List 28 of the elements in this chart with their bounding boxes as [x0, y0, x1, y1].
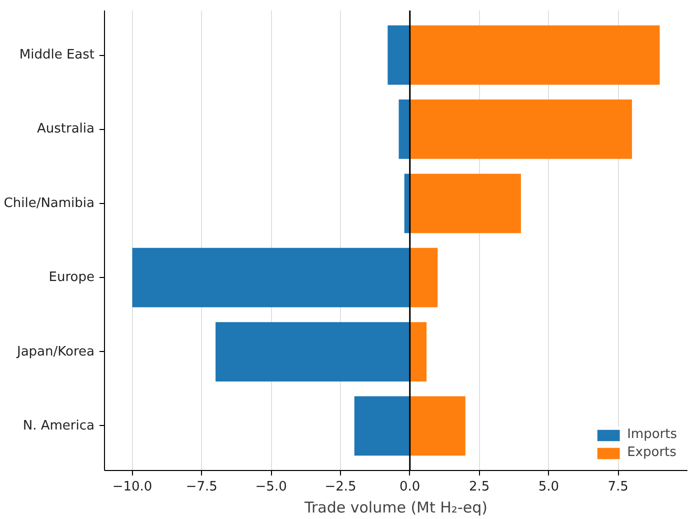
- bar: [410, 248, 438, 308]
- bar: [354, 396, 410, 456]
- x-tick-label: −5.0: [255, 480, 287, 494]
- x-tick-label: −10.0: [112, 480, 152, 494]
- y-tick-label: Japan/Korea: [16, 344, 95, 360]
- bar: [410, 25, 660, 85]
- x-tick-label: 5.0: [538, 480, 560, 494]
- y-tick-label: Europe: [48, 270, 95, 286]
- legend-label: Imports: [627, 427, 677, 442]
- bar: [398, 100, 410, 159]
- legend-label: Exports: [627, 445, 676, 460]
- y-tick-label: Chile/Namibia: [4, 196, 95, 211]
- bar: [216, 322, 410, 382]
- bar: [388, 25, 410, 85]
- x-tick-label: 7.5: [608, 480, 628, 494]
- x-tick-label: 2.5: [468, 480, 490, 494]
- y-tick-label: Australia: [36, 122, 95, 137]
- x-axis-title: Trade volume (Mt H₂-eq): [304, 498, 488, 516]
- y-tick-label: Middle East: [19, 48, 94, 63]
- x-tick-label: 0.0: [400, 480, 420, 494]
- bar: [410, 322, 427, 382]
- x-tick-label: −2.5: [324, 480, 356, 494]
- bar: [410, 396, 466, 456]
- bar: [132, 248, 410, 308]
- x-tick-label: −7.5: [186, 480, 218, 494]
- bar: [410, 174, 521, 234]
- y-tick-label: N. America: [22, 418, 95, 434]
- bar: [410, 100, 632, 159]
